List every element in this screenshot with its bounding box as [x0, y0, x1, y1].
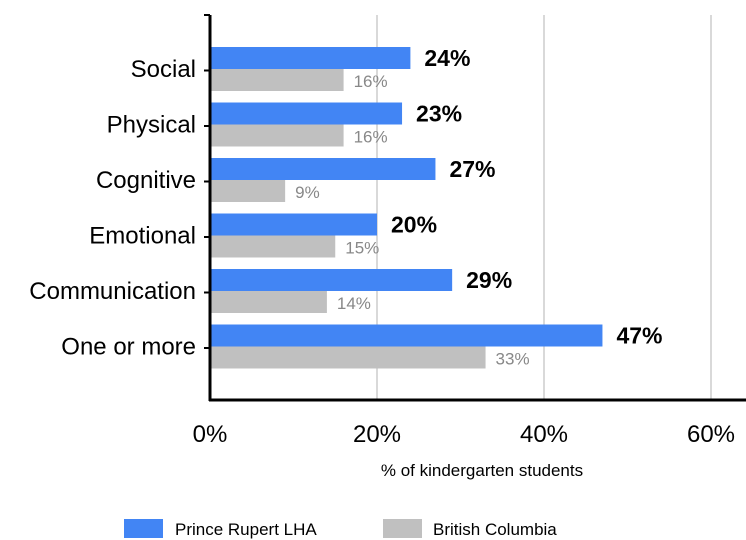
legend-label: British Columbia [433, 520, 557, 539]
x-tick-label: 40% [520, 421, 568, 448]
data-label: 24% [424, 45, 470, 71]
legend-label: Prince Rupert LHA [175, 520, 317, 539]
axes [208, 15, 746, 402]
category-label: Physical [107, 112, 196, 139]
data-label: 23% [416, 101, 462, 127]
data-label: 27% [449, 156, 495, 182]
bar-british-columbia [210, 291, 327, 313]
data-label: 15% [345, 239, 379, 258]
data-label: 20% [391, 212, 437, 238]
bar-british-columbia [210, 235, 336, 258]
data-label: 47% [616, 323, 662, 349]
axis-ticks: 0% 20% 40% 60% [193, 14, 735, 448]
bar-prince-rupert-lha [210, 158, 436, 180]
category-label: Cognitive [96, 167, 196, 194]
bar-prince-rupert-lha [210, 324, 603, 347]
data-label: 16% [354, 128, 388, 147]
category-label: One or more [61, 334, 196, 361]
legend-swatch [383, 519, 422, 538]
data-label: 29% [466, 267, 512, 293]
legend: Prince Rupert LHA British Columbia [124, 519, 557, 539]
bar-prince-rupert-lha [210, 213, 377, 236]
category-label: Social [131, 56, 196, 83]
bar-british-columbia [210, 346, 486, 369]
bar-british-columbia [210, 124, 344, 147]
data-label: 16% [354, 72, 388, 91]
bar-prince-rupert-lha [210, 269, 453, 291]
x-tick-label: 20% [353, 421, 401, 448]
data-label: 14% [337, 294, 371, 313]
category-label: Communication [29, 278, 196, 305]
labels: 24% 16% Social 23% 16% Physical 27% 9% Cognitive… [29, 45, 662, 369]
bar-british-columbia [210, 180, 286, 202]
bar-british-columbia [210, 69, 344, 91]
category-label: Emotional [89, 223, 196, 250]
bars [210, 47, 603, 369]
data-label: 33% [496, 350, 530, 369]
bar-prince-rupert-lha [210, 47, 411, 69]
bar-prince-rupert-lha [210, 102, 403, 125]
x-tick-label: 60% [687, 421, 735, 448]
data-label: 9% [295, 183, 320, 202]
x-axis-title: % of kindergarten students [381, 461, 583, 480]
legend-swatch [124, 519, 163, 538]
x-tick-label: 0% [193, 421, 228, 448]
